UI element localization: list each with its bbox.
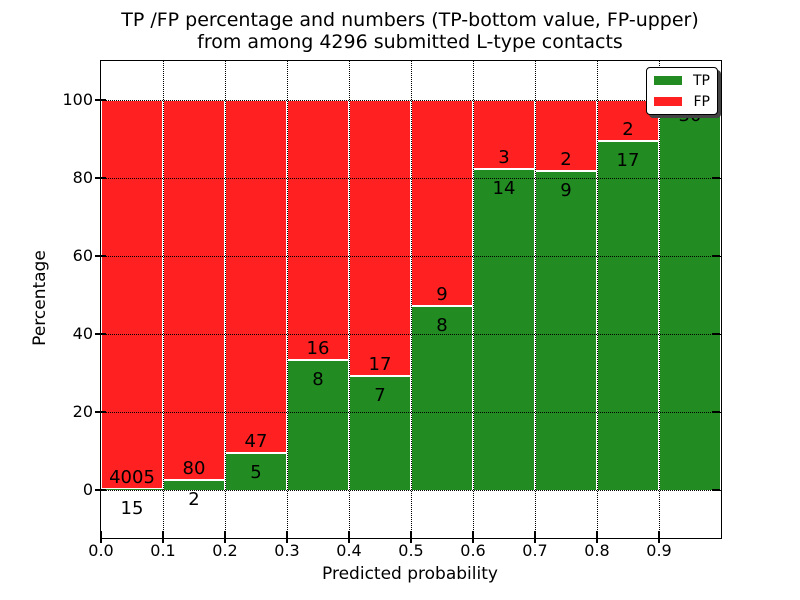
bar-label-tp: 2 xyxy=(188,489,200,511)
bar-label-fp: 4005 xyxy=(109,466,155,488)
bar-label-tp: 8 xyxy=(436,315,448,337)
x-tick xyxy=(286,531,288,543)
gridline-vertical xyxy=(349,61,350,538)
bar-label-tp: 17 xyxy=(616,150,640,172)
y-tick-right xyxy=(712,489,720,491)
gridline-vertical xyxy=(597,61,598,538)
bar-segment-tp xyxy=(101,488,163,490)
x-tick-label: 0.7 xyxy=(522,541,548,560)
y-tick xyxy=(95,333,106,335)
bar-segment-tp xyxy=(473,168,535,490)
gridline-vertical xyxy=(225,61,226,538)
bar-segment-tp xyxy=(287,360,349,490)
x-tick xyxy=(596,531,598,543)
bar-segment-fp xyxy=(163,100,225,481)
bar-label-tp: 9 xyxy=(560,179,572,201)
x-tick-label: 0.1 xyxy=(150,541,176,560)
bar-label-tp: 8 xyxy=(312,369,324,390)
legend-swatch-fp xyxy=(654,97,682,106)
y-tick xyxy=(95,99,106,101)
bar-label-fp: 2 xyxy=(622,119,634,141)
x-tick xyxy=(658,531,660,543)
bar-label-fp: 3 xyxy=(498,146,510,168)
bar-label-fp: 9 xyxy=(436,284,448,306)
bar-segment-fp xyxy=(101,100,163,489)
bar-segment-tp xyxy=(597,141,659,490)
x-axis-label: Predicted probability xyxy=(322,564,498,584)
legend-item: TP xyxy=(654,74,710,88)
bar-label-tp: 14 xyxy=(492,177,516,199)
x-tick-label: 0.2 xyxy=(212,541,238,560)
bar-label-tp: 5 xyxy=(250,461,262,483)
x-tick-label: 0.5 xyxy=(398,541,424,560)
x-tick xyxy=(100,531,102,543)
y-tick-label: 60 xyxy=(72,246,93,265)
legend-swatch-tp xyxy=(654,76,682,85)
y-tick-label: 20 xyxy=(72,402,93,421)
x-tick-label: 0.3 xyxy=(274,541,300,560)
bar-segment-fp xyxy=(349,100,411,377)
legend: TP FP xyxy=(646,67,718,115)
legend-item: FP xyxy=(654,95,710,109)
bar-segment-fp xyxy=(411,100,473,307)
gridline-vertical xyxy=(473,61,474,538)
x-tick-label: 0.9 xyxy=(646,541,672,560)
y-tick xyxy=(95,489,106,491)
bar-label-fp: 17 xyxy=(368,354,392,376)
bar-segment-fp xyxy=(287,100,349,360)
x-tick-label: 0.0 xyxy=(88,541,114,560)
x-tick xyxy=(472,531,474,543)
bar-label-fp: 80 xyxy=(182,458,206,480)
y-tick-right xyxy=(712,255,720,257)
chart-title-line1: TP /FP percentage and numbers (TP-bottom… xyxy=(121,9,699,31)
gridline-vertical xyxy=(659,61,660,538)
gridline-vertical xyxy=(535,61,536,538)
gridline-vertical xyxy=(287,61,288,538)
chart-title: TP /FP percentage and numbers (TP-bottom… xyxy=(100,9,720,53)
y-tick-label: 0 xyxy=(82,480,93,499)
bar-segment-tp xyxy=(535,170,597,490)
y-tick xyxy=(95,177,106,179)
y-tick-label: 100 xyxy=(62,90,93,109)
legend-label: FP xyxy=(693,93,711,110)
x-tick-label: 0.6 xyxy=(460,541,486,560)
bar-segment-tp xyxy=(659,100,721,490)
x-tick-label: 0.4 xyxy=(336,541,362,560)
y-tick-right xyxy=(712,177,720,179)
chart-title-line2: from among 4296 submitted L-type contact… xyxy=(197,31,623,53)
x-tick xyxy=(162,531,164,543)
plot-area: TP FP 4005 15 80 2 47 5 16 8 17 7 9 8 3 14 2 9 2 17 30 0 20 40… xyxy=(62,60,722,560)
y-tick-label: 40 xyxy=(72,324,93,343)
gridline-vertical xyxy=(411,61,412,538)
bar-segment-fp xyxy=(225,100,287,453)
gridline-vertical xyxy=(163,61,164,538)
y-tick xyxy=(95,255,106,257)
bar-label-tp: 15 xyxy=(120,497,144,519)
y-tick-right xyxy=(712,411,720,413)
x-tick xyxy=(410,531,412,543)
bar-label-fp: 47 xyxy=(244,430,268,452)
x-tick xyxy=(224,531,226,543)
bar-label-tp: 7 xyxy=(374,385,386,407)
y-axis-label: Percentage xyxy=(30,250,50,346)
bar-label-fp: 2 xyxy=(560,148,572,170)
x-tick xyxy=(348,531,350,543)
legend-label: TP xyxy=(693,72,710,89)
x-tick xyxy=(534,531,536,543)
x-tick-label: 0.8 xyxy=(584,541,610,560)
y-tick-right xyxy=(712,333,720,335)
bar-label-fp: 16 xyxy=(306,338,330,359)
y-tick-label: 80 xyxy=(72,168,93,187)
y-tick xyxy=(95,411,106,413)
